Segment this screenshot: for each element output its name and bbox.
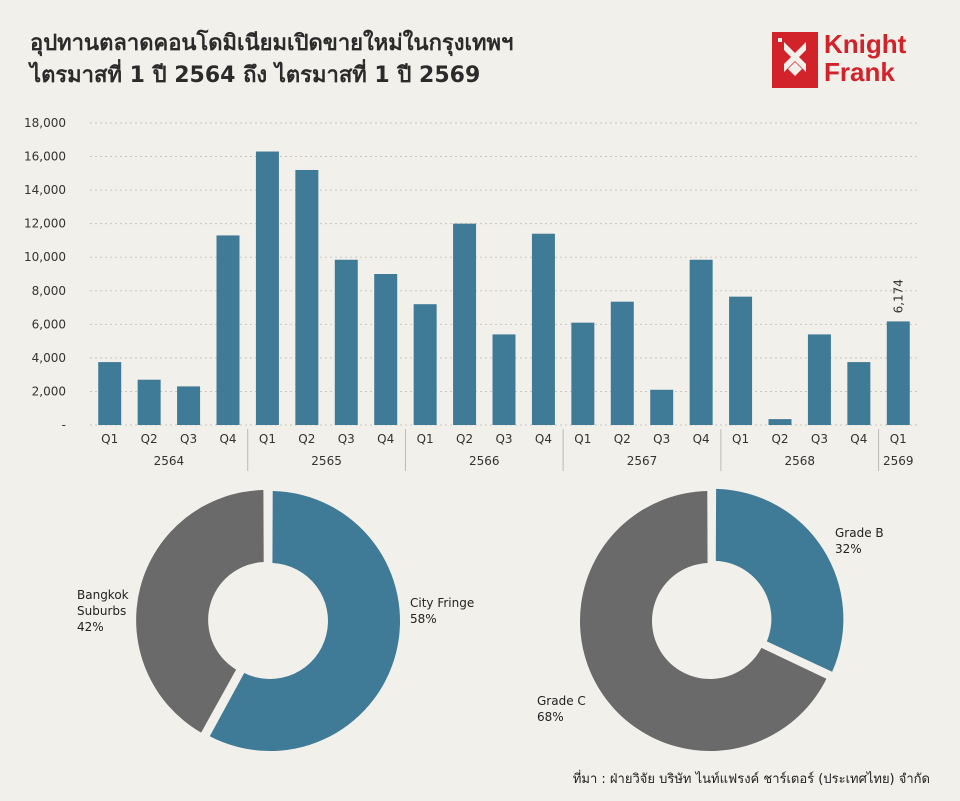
x-tick-label: Q1	[890, 432, 907, 446]
bar	[847, 362, 871, 425]
x-tick-label: Q4	[535, 432, 552, 446]
x-tick-label: Q3	[338, 432, 355, 446]
chart-title: อุปทานตลาดคอนโดมิเนียมเปิดขายใหม่ในกรุงเ…	[30, 28, 513, 92]
donut-slice	[209, 491, 400, 751]
logo-word-knight: Knight	[824, 29, 907, 59]
y-tick-label: 18,000	[24, 116, 66, 130]
bar	[531, 233, 555, 425]
y-tick-label: 12,000	[24, 217, 66, 231]
pie2-pct-grade-b: 32%	[835, 542, 862, 556]
source-note: ที่มา : ฝ่ายวิจัย บริษัท ไนท์แฟรงค์ ชาร์…	[572, 772, 930, 787]
bar	[374, 274, 398, 425]
x-tick-label: Q4	[377, 432, 394, 446]
y-tick-label: 14,000	[24, 183, 66, 197]
x-tick-label: Q2	[298, 432, 315, 446]
bar	[650, 389, 674, 425]
bar	[610, 301, 634, 425]
logo-word-frank: Frank	[824, 57, 895, 87]
bar	[413, 304, 437, 425]
pie1-pct-suburbs: 42%	[77, 620, 104, 634]
bar-chart: - 2,000 4,000 6,000 8,000 10,000 12,000 14,000 1…	[24, 116, 918, 471]
bar	[295, 169, 319, 425]
pie1-label-fringe: City Fringe 58%	[410, 595, 474, 627]
x-tick-label: Q4	[850, 432, 867, 446]
x-tick-label: Q4	[219, 432, 236, 446]
bar	[768, 419, 792, 425]
bar	[453, 223, 477, 425]
logo-wordmark: Knight Frank	[824, 30, 906, 86]
bar	[729, 296, 753, 425]
year-group-label: 2566	[469, 454, 500, 468]
y-tick-label: 4,000	[32, 351, 66, 365]
donut-slice	[580, 491, 827, 751]
year-group-label: 2567	[627, 454, 658, 468]
bar	[334, 259, 358, 425]
x-tick-label: Q1	[101, 432, 118, 446]
x-tick-label: Q2	[141, 432, 158, 446]
bar	[177, 386, 201, 425]
data-label: 6,174	[891, 279, 905, 313]
y-tick-label: 16,000	[24, 150, 66, 164]
knight-frank-diamond-icon	[772, 32, 818, 88]
x-tick-label: Q1	[259, 432, 276, 446]
pie2-label-grade-c: Grade C 68%	[537, 693, 586, 725]
year-group-label: 2569	[883, 454, 914, 468]
x-tick-label: Q1	[732, 432, 749, 446]
year-group-label: 2568	[784, 454, 815, 468]
x-tick-label: Q2	[771, 432, 788, 446]
bar	[689, 259, 713, 425]
donut-slice	[136, 490, 264, 733]
donut-chart-grade	[580, 488, 844, 751]
x-tick-label: Q1	[417, 432, 434, 446]
bar	[807, 334, 831, 425]
pie1-label-suburbs-line2: Suburbs	[77, 604, 127, 618]
bar	[492, 334, 516, 425]
bar	[98, 362, 122, 425]
x-tick-label: Q3	[811, 432, 828, 446]
pie1-label-suburbs-line1: Bangkok	[77, 588, 129, 602]
pie1-label-fringe-text: City Fringe	[410, 596, 475, 610]
y-tick-label: -	[62, 418, 66, 432]
y-tick-label: 2,000	[32, 384, 66, 398]
year-group-label: 2564	[154, 454, 185, 468]
donut-slice	[715, 488, 844, 672]
y-tick-label: 10,000	[24, 250, 66, 264]
donut-chart-location	[136, 490, 400, 751]
title-line-1: อุปทานตลาดคอนโดมิเนียมเปิดขายใหม่ในกรุงเ…	[30, 31, 514, 56]
x-tick-label: Q3	[180, 432, 197, 446]
pie2-label-grade-b: Grade B 32%	[835, 525, 884, 557]
y-tick-label: 6,000	[32, 317, 66, 331]
x-tick-label: Q3	[495, 432, 512, 446]
bar	[216, 235, 240, 425]
pie1-pct-fringe: 58%	[410, 612, 437, 626]
bar	[886, 321, 910, 425]
x-tick-label: Q2	[614, 432, 631, 446]
x-tick-label: Q4	[693, 432, 710, 446]
title-line-2: ไตรมาสที่ 1 ปี 2564 ถึง ไตรมาสที่ 1 ปี 2…	[30, 63, 481, 88]
x-tick-label: Q3	[653, 432, 670, 446]
x-tick-label: Q2	[456, 432, 473, 446]
x-tick-label: Q1	[574, 432, 591, 446]
pie2-pct-grade-c: 68%	[537, 710, 564, 724]
bar	[571, 322, 595, 425]
pie2-label-grade-c-text: Grade C	[537, 694, 586, 708]
y-tick-label: 8,000	[32, 284, 66, 298]
pie1-label-suburbs: Bangkok Suburbs 42%	[77, 587, 129, 635]
bar	[255, 151, 279, 425]
year-group-label: 2565	[311, 454, 342, 468]
pie2-label-grade-b-text: Grade B	[835, 526, 884, 540]
bar	[137, 379, 161, 425]
knight-frank-logo: Knight Frank	[772, 30, 932, 90]
